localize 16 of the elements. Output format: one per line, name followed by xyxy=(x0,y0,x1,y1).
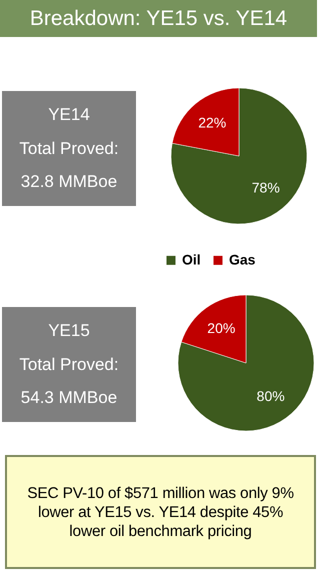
chart-title: Breakdown: YE15 vs. YE14 xyxy=(0,0,321,37)
text: YE15 xyxy=(47,320,91,341)
text: 32.8 MMBoe xyxy=(20,172,118,192)
data-label: 78% xyxy=(252,179,280,196)
data-label: 80% xyxy=(256,388,285,404)
data-label: 22% xyxy=(198,114,226,131)
text: Total Proved: xyxy=(18,354,120,374)
text: YE14 xyxy=(47,104,91,125)
text: Total Proved: xyxy=(18,138,120,158)
pie-slice xyxy=(170,88,308,224)
legend-label: Oil xyxy=(182,251,201,268)
legend-label: Gas xyxy=(229,251,256,268)
data-label: 20% xyxy=(207,320,236,336)
text: SEC PV-10 of $571 million was only 9% lower at YE15 vs. YE14 despite 45% lower oil benchmark pricing xyxy=(26,484,295,540)
text: 54.3 MMBoe xyxy=(20,388,118,408)
pie-slice xyxy=(178,294,314,432)
